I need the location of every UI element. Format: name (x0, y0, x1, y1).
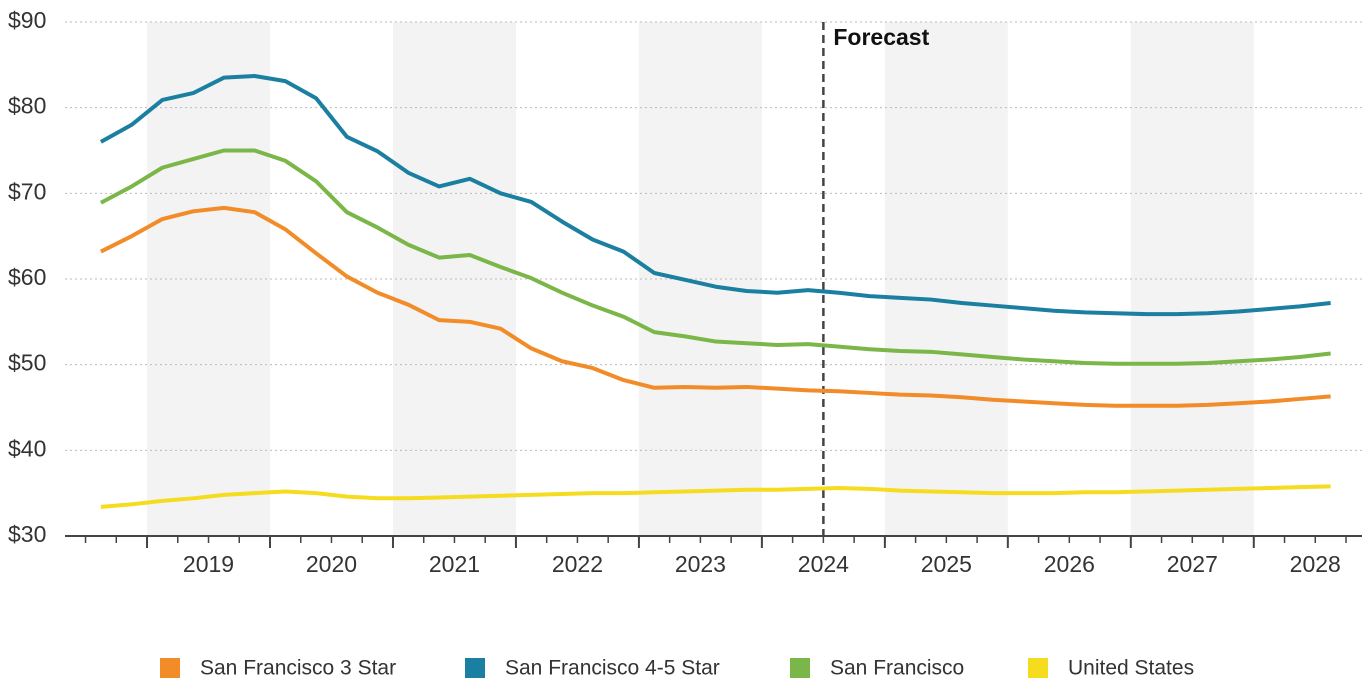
legend-swatch (790, 658, 810, 678)
legend-label: San Francisco 4-5 Star (505, 657, 720, 680)
series-line (99, 148, 1331, 366)
x-tick-label: 2022 (552, 551, 603, 577)
x-tick-label: 2020 (306, 551, 357, 577)
year-band (147, 22, 270, 536)
x-tick-label: 2025 (921, 551, 972, 577)
legend-label: San Francisco (830, 657, 964, 680)
y-tick-label: $90 (8, 7, 46, 33)
x-tick-label: 2024 (798, 551, 849, 577)
x-tick-label: 2023 (675, 551, 726, 577)
series-line (100, 484, 1331, 509)
legend-swatch (160, 658, 180, 678)
x-tick-label: 2028 (1290, 551, 1341, 577)
legend-label: United States (1068, 657, 1194, 680)
x-tick-label: 2027 (1167, 551, 1218, 577)
y-tick-label: $50 (8, 350, 46, 376)
x-tick-label: 2021 (429, 551, 480, 577)
series-line (99, 73, 1331, 317)
y-tick-label: $40 (8, 435, 46, 461)
x-tick-label: 2019 (183, 551, 234, 577)
x-tick-label: 2026 (1044, 551, 1095, 577)
legend-label: San Francisco 3 Star (200, 657, 396, 680)
forecast-label: Forecast (833, 24, 929, 50)
legend-swatch (465, 658, 485, 678)
y-tick-label: $80 (8, 93, 46, 119)
series-line (100, 205, 1331, 408)
legend-swatch (1028, 658, 1048, 678)
y-tick-label: $30 (8, 521, 46, 547)
y-tick-label: $60 (8, 264, 46, 290)
y-tick-label: $70 (8, 178, 46, 204)
